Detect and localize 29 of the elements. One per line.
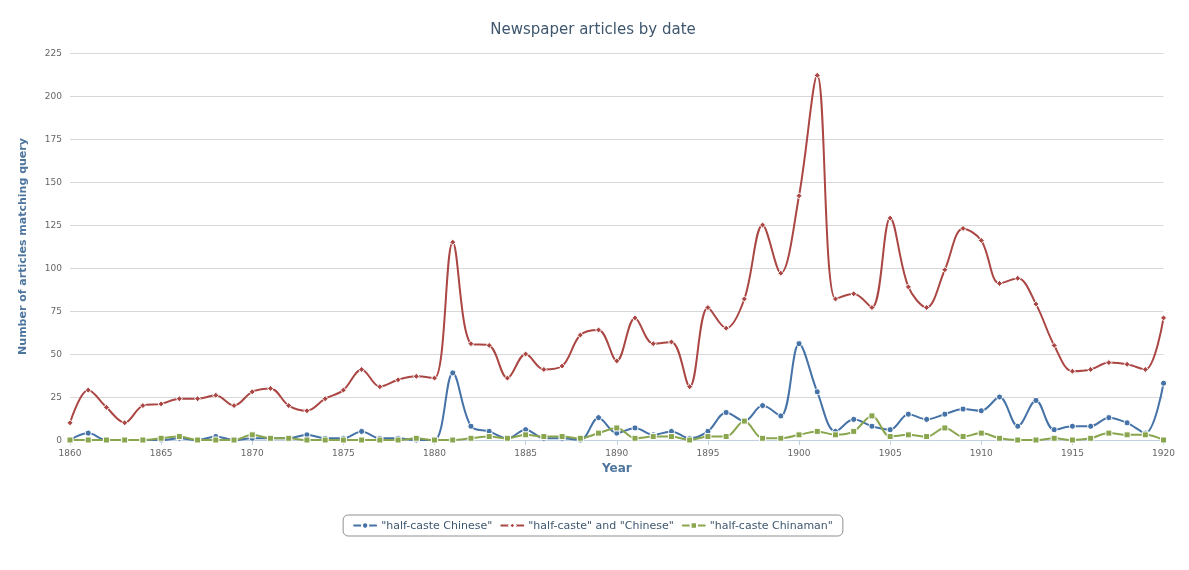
y-tick-label: 50 bbox=[50, 349, 63, 359]
x-tick-label: 1870 bbox=[240, 447, 264, 458]
y-axis-title: Number of articles matching query bbox=[16, 138, 29, 355]
x-tick-label: 1860 bbox=[58, 447, 82, 458]
x-tick-label: 1895 bbox=[696, 447, 720, 458]
y-tick-label: 25 bbox=[50, 392, 62, 402]
x-tick-label: 1890 bbox=[605, 447, 629, 458]
x-tick-label: 1875 bbox=[331, 447, 355, 458]
x-tick-label: 1880 bbox=[423, 447, 447, 458]
chart-title: Newspaper articles by date bbox=[490, 19, 696, 38]
x-axis-title: Year bbox=[600, 461, 632, 475]
y-tick-label: 150 bbox=[44, 177, 63, 187]
legend-label: "half-caste Chinaman" bbox=[709, 519, 833, 532]
x-tick-label: 1885 bbox=[514, 447, 538, 458]
legend-label: "half-caste" and "Chinese" bbox=[528, 519, 674, 532]
y-tick-label: 200 bbox=[44, 91, 63, 101]
y-tick-label: 225 bbox=[44, 48, 62, 58]
x-tick-label: 1910 bbox=[969, 447, 994, 458]
y-tick-label: 75 bbox=[50, 306, 62, 316]
y-tick-label: 100 bbox=[44, 263, 63, 273]
x-tick-label: 1905 bbox=[878, 447, 902, 458]
x-tick-label: 1920 bbox=[1152, 447, 1176, 458]
x-tick-label: 1900 bbox=[787, 447, 811, 458]
legend-label: "half-caste Chinese" bbox=[381, 519, 493, 532]
y-tick-label: 125 bbox=[44, 220, 62, 230]
x-tick-label: 1915 bbox=[1060, 447, 1084, 458]
y-tick-label: 175 bbox=[44, 134, 62, 144]
x-tick-label: 1865 bbox=[149, 447, 173, 458]
y-tick-label: 0 bbox=[56, 435, 63, 445]
